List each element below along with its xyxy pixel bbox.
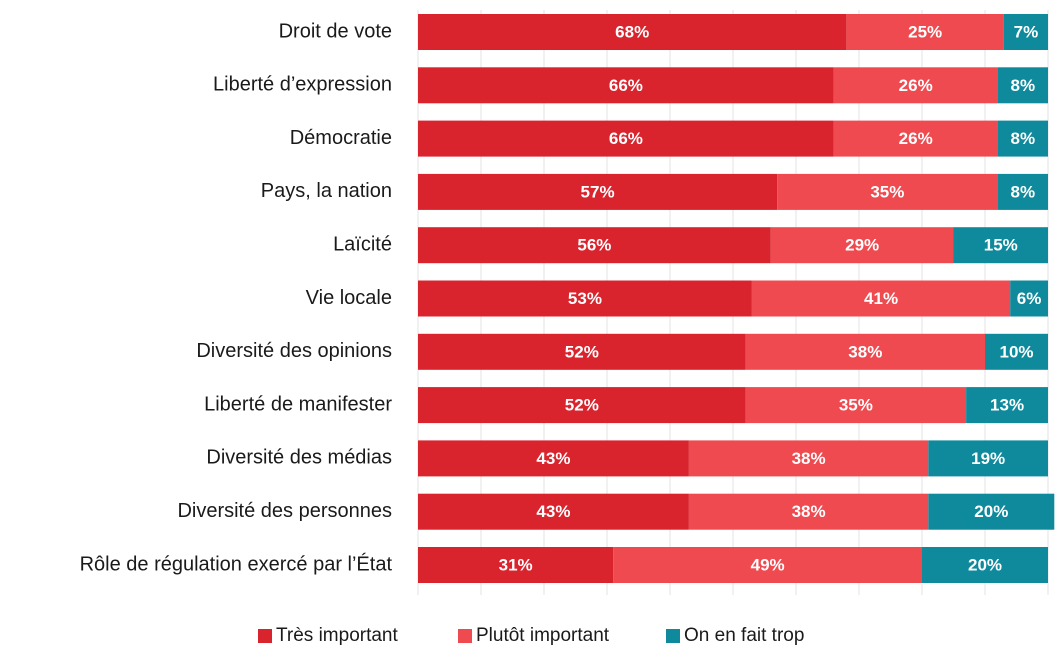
bar-segment (688, 493, 929, 530)
value-label: 68% (615, 22, 649, 41)
bar-segment (985, 333, 1048, 370)
category-label: Liberté d’expression (213, 74, 392, 96)
legend-swatch (258, 629, 272, 643)
bar-segment (770, 227, 954, 264)
value-label: 38% (792, 449, 826, 468)
bar-segment (418, 227, 771, 264)
bar-segment (418, 120, 834, 157)
value-label: 8% (1011, 76, 1036, 95)
legend-swatch (458, 629, 472, 643)
bar-segment (418, 547, 614, 583)
value-label: 41% (864, 289, 898, 308)
category-label: Diversité des personnes (177, 500, 392, 522)
value-label: 52% (565, 342, 599, 361)
value-label: 25% (908, 22, 942, 41)
category-label: Diversité des opinions (196, 340, 392, 362)
category-label: Démocratie (290, 127, 392, 149)
bar-segment (418, 387, 746, 424)
category-label: Droit de vote (279, 20, 392, 42)
bar-segment (997, 67, 1048, 104)
bar-segment (688, 440, 929, 477)
bar-segment (953, 227, 1048, 264)
bar-segment (966, 387, 1048, 424)
bar-segment (846, 14, 1004, 50)
value-label: 20% (968, 555, 1002, 574)
value-label: 43% (536, 502, 570, 521)
bar-segment (928, 440, 1048, 477)
value-label: 66% (609, 76, 643, 95)
category-label: Liberté de manifester (204, 393, 392, 415)
value-label: 53% (568, 289, 602, 308)
value-label: 57% (581, 182, 615, 201)
value-label: 49% (751, 555, 785, 574)
bar-segment (418, 173, 778, 210)
bar-segment (833, 120, 998, 157)
value-label: 13% (990, 396, 1024, 415)
bar-segment (751, 280, 1011, 317)
legend-label: Plutôt important (476, 625, 610, 646)
value-label: 10% (999, 342, 1033, 361)
bar-segment (928, 493, 1055, 530)
value-label: 7% (1014, 22, 1039, 41)
bar-segment (997, 173, 1048, 210)
bar-segment (997, 120, 1048, 157)
bar-segment (745, 333, 985, 370)
value-label: 35% (839, 396, 873, 415)
value-label: 38% (848, 342, 882, 361)
category-label: Laïcité (333, 233, 392, 255)
bar-segment (1003, 14, 1048, 50)
bar-segment (777, 173, 998, 210)
value-label: 52% (565, 396, 599, 415)
value-label: 66% (609, 129, 643, 148)
value-label: 19% (971, 449, 1005, 468)
bar-segment (418, 493, 689, 530)
bar-segment (418, 14, 847, 50)
bar-segment (833, 67, 998, 104)
value-label: 26% (899, 129, 933, 148)
value-label: 56% (577, 236, 611, 255)
value-label: 35% (870, 182, 904, 201)
value-label: 31% (499, 555, 533, 574)
bar-segment (1010, 280, 1048, 317)
bar-segment (418, 333, 746, 370)
category-label: Diversité des médias (206, 447, 392, 469)
bar-segment (922, 547, 1048, 583)
value-label: 6% (1017, 289, 1042, 308)
bar-segment (745, 387, 967, 424)
value-label: 26% (899, 76, 933, 95)
bar-segment (418, 67, 834, 104)
category-label: Pays, la nation (261, 180, 392, 202)
value-label: 38% (792, 502, 826, 521)
value-label: 43% (536, 449, 570, 468)
legend-swatch (666, 629, 680, 643)
value-label: 20% (974, 502, 1008, 521)
category-label: Vie locale (306, 287, 392, 309)
legend-label: On en fait trop (684, 625, 804, 646)
value-label: 15% (984, 236, 1018, 255)
value-label: 8% (1011, 182, 1036, 201)
bar-segment (613, 547, 922, 583)
category-label: Rôle de régulation exercé par l’État (80, 552, 393, 575)
value-label: 29% (845, 236, 879, 255)
bar-segment (418, 280, 752, 317)
bar-segment (418, 440, 689, 477)
value-label: 8% (1011, 129, 1036, 148)
legend-label: Très important (276, 625, 398, 646)
